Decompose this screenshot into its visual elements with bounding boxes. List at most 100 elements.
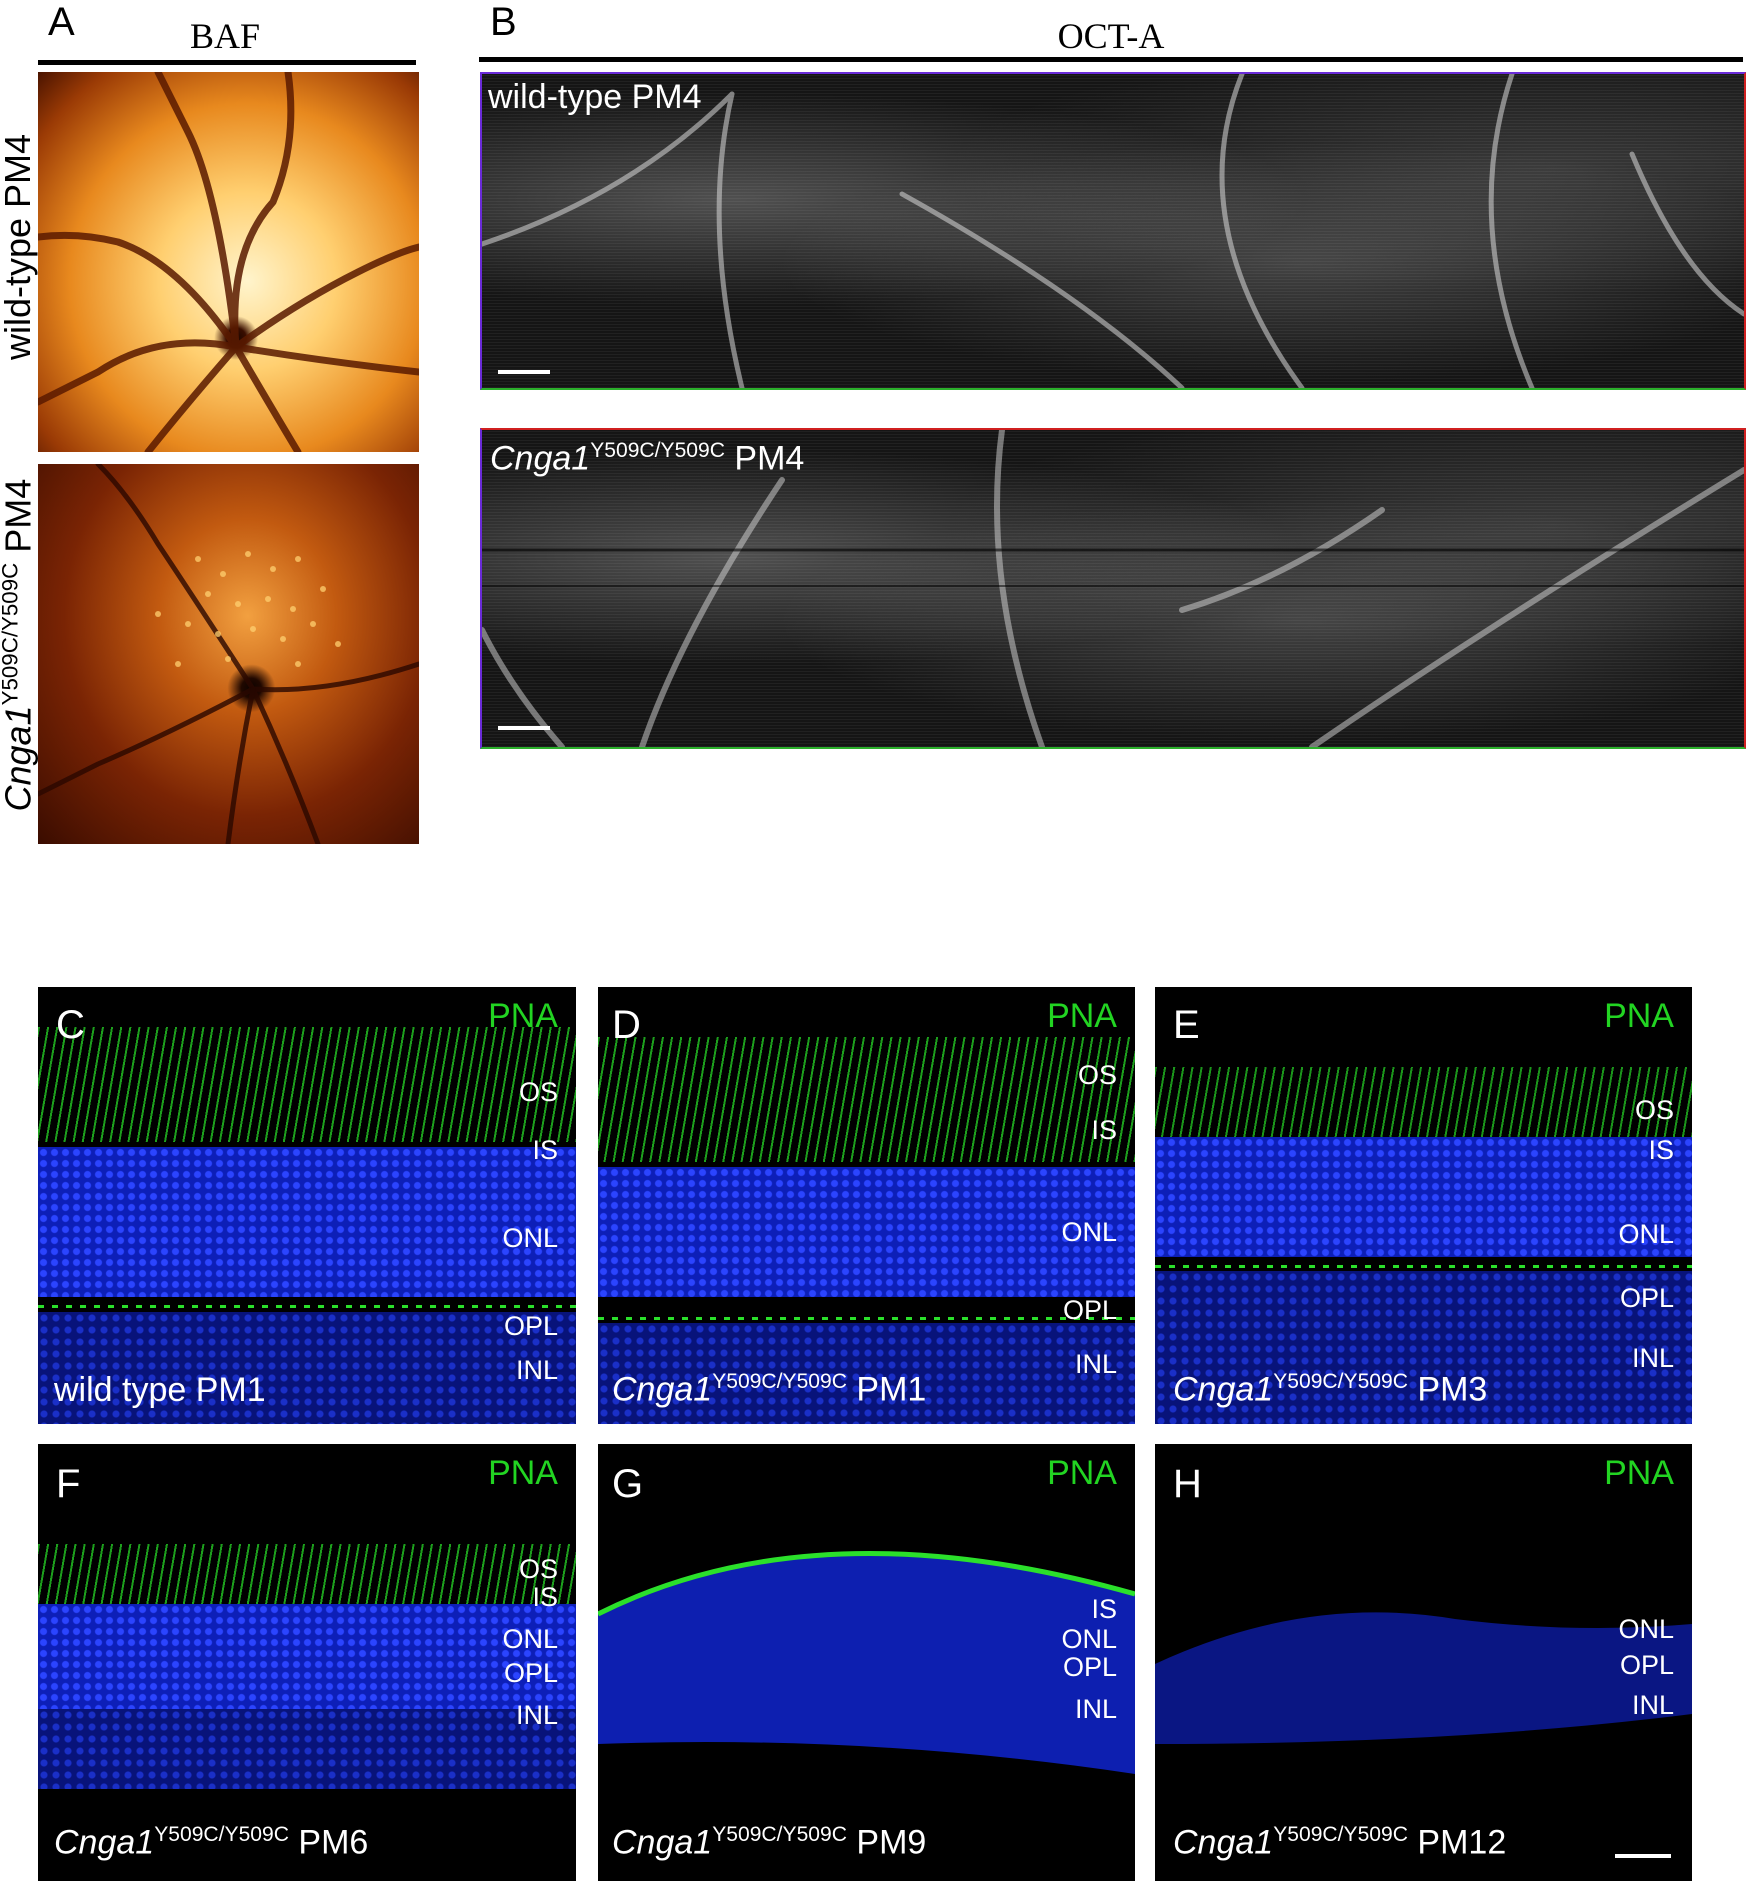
layer-label-opl: OPL — [1062, 1295, 1117, 1325]
caption-gene: Cnga1 — [612, 1370, 713, 1409]
oct-caption-wild-type: wild-type PM4 — [488, 78, 702, 116]
retinal-vessels-overlay — [38, 72, 419, 452]
caption-suffix: PM1 — [846, 1370, 927, 1409]
micrograph-caption: Cnga1Y509C/Y509C PM9 — [612, 1824, 926, 1859]
layer-label-onl: ONL — [502, 1223, 558, 1253]
caption-sup: Y509C/Y509C — [1273, 1823, 1408, 1846]
oct-vessel-overlay — [482, 74, 1744, 388]
caption-sup: Y509C/Y509C — [712, 1823, 847, 1846]
layer-label-inl: INL — [515, 1355, 558, 1385]
panel-a-title-rule — [38, 60, 416, 65]
layer-label-opl: OPL — [1619, 1283, 1674, 1313]
layer-label-inl: INL — [1074, 1694, 1117, 1724]
panel-e-letter: E — [1173, 1003, 1200, 1047]
layer-label-inl: INL — [1074, 1349, 1117, 1379]
baf-image-cnga1 — [38, 464, 419, 844]
micrograph-e: E PNA OS IS ONL OPL INL Cnga1Y509C/Y509C… — [1155, 987, 1692, 1424]
row2-label: Cnga1Y509C/Y509C PM4 — [0, 479, 39, 812]
panel-b-title-rule — [479, 57, 1743, 62]
layer-label-os: OS — [1634, 1095, 1674, 1125]
micrograph-caption: Cnga1Y509C/Y509C PM1 — [612, 1371, 926, 1406]
oct-image-wild-type: wild-type PM4 — [480, 72, 1746, 390]
layer-label-onl: ONL — [1618, 1219, 1674, 1249]
layer-label-inl: INL — [515, 1700, 558, 1730]
layer-label-os: OS — [518, 1077, 558, 1107]
caption-suffix: PM9 — [846, 1823, 927, 1862]
layer-label-is: IS — [1091, 1115, 1117, 1145]
panel-a-letter: A — [48, 0, 75, 44]
layer-label-onl: ONL — [1061, 1624, 1117, 1654]
micrograph-caption: Cnga1Y509C/Y509C PM6 — [54, 1824, 368, 1859]
stain-label: PNA — [488, 1454, 558, 1492]
stain-label: PNA — [1047, 997, 1117, 1035]
micrograph-caption: Cnga1Y509C/Y509C PM3 — [1173, 1371, 1487, 1406]
oct-caption-suffix: PM4 — [724, 439, 805, 478]
layer-label-os: OS — [518, 1554, 558, 1584]
layer-label-is: IS — [1091, 1594, 1117, 1624]
stain-label: PNA — [1604, 997, 1674, 1035]
h-tissue-overlay — [1155, 1612, 1692, 1744]
layer-label-os: OS — [1077, 1060, 1117, 1090]
stain-label: PNA — [1047, 1454, 1117, 1492]
inl-nuclei — [1155, 1271, 1692, 1424]
row2-label-suffix: PM4 — [0, 478, 39, 563]
layer-label-inl: INL — [1631, 1343, 1674, 1373]
layer-label-onl: ONL — [502, 1624, 558, 1654]
opl-band — [1155, 1265, 1692, 1268]
inl-nuclei — [598, 1323, 1135, 1424]
panel-h-letter: H — [1173, 1462, 1202, 1506]
caption-gene: Cnga1 — [1173, 1823, 1274, 1862]
caption-gene: Cnga1 — [54, 1823, 155, 1862]
layer-label-opl: OPL — [503, 1658, 558, 1688]
caption-suffix: PM12 — [1407, 1823, 1507, 1862]
row2-label-sup: Y509C/Y509C — [0, 562, 23, 706]
g-tissue-overlay — [598, 1551, 1135, 1774]
opl-band — [38, 1305, 576, 1308]
oct-caption-gene: Cnga1 — [490, 439, 591, 478]
panel-c-letter: C — [56, 1003, 85, 1047]
caption-suffix: PM3 — [1407, 1370, 1488, 1409]
panel-b-title: OCT-A — [1057, 16, 1165, 56]
opl-band — [598, 1317, 1135, 1320]
row2-label-gene: Cnga1 — [0, 705, 39, 812]
layer-label-opl: OPL — [1062, 1652, 1117, 1682]
scale-bar — [498, 370, 550, 374]
scale-bar-micro — [1615, 1854, 1671, 1858]
layer-label-inl: INL — [1631, 1690, 1674, 1720]
layer-label-is: IS — [1648, 1135, 1674, 1165]
panel-g-letter: G — [612, 1462, 644, 1506]
caption-gene: Cnga1 — [1173, 1370, 1274, 1409]
micrograph-c: C PNA OS IS ONL OPL INL wild type PM1 — [38, 987, 576, 1424]
layer-label-onl: ONL — [1618, 1614, 1674, 1644]
micrograph-g: G PNA IS ONL OPL INL Cnga1Y509C/Y509C PM… — [598, 1444, 1135, 1881]
oct-vessel-overlay-2 — [482, 430, 1744, 747]
cone-segments — [38, 1544, 576, 1604]
panel-a-title: BAF — [189, 16, 261, 56]
baf-image-wild-type — [38, 72, 419, 452]
caption-sup: Y509C/Y509C — [712, 1370, 847, 1393]
panel-d-letter: D — [612, 1003, 641, 1047]
retinal-vessels-overlay-2 — [38, 464, 419, 844]
micrograph-d: D PNA OS IS ONL OPL INL Cnga1Y509C/Y509C… — [598, 987, 1135, 1424]
layer-label-opl: OPL — [503, 1311, 558, 1341]
stain-label: PNA — [1604, 1454, 1674, 1492]
layer-label-onl: ONL — [1061, 1217, 1117, 1247]
onl-nuclei — [598, 1167, 1135, 1297]
onl-nuclei — [38, 1604, 576, 1709]
inl-nuclei — [38, 1312, 576, 1424]
inl-nuclei — [38, 1709, 576, 1789]
micrograph-caption: Cnga1Y509C/Y509C PM12 — [1173, 1824, 1506, 1859]
caption-suffix: PM6 — [288, 1823, 369, 1862]
oct-caption-cnga1: Cnga1Y509C/Y509C PM4 — [490, 440, 804, 475]
onl-nuclei — [38, 1147, 576, 1297]
caption-sup: Y509C/Y509C — [1273, 1370, 1408, 1393]
micrograph-f: F PNA OS IS ONL OPL INL Cnga1Y509C/Y509C… — [38, 1444, 576, 1881]
cone-segments — [598, 1037, 1135, 1162]
oct-image-cnga1: Cnga1Y509C/Y509C PM4 — [480, 428, 1746, 749]
onl-nuclei — [1155, 1137, 1692, 1257]
layer-label-is: IS — [532, 1135, 558, 1165]
micrograph-caption: wild type PM1 — [54, 1371, 266, 1409]
cone-segments — [38, 1027, 576, 1142]
panel-b-letter: B — [490, 0, 517, 44]
panel-f-letter: F — [56, 1462, 81, 1506]
